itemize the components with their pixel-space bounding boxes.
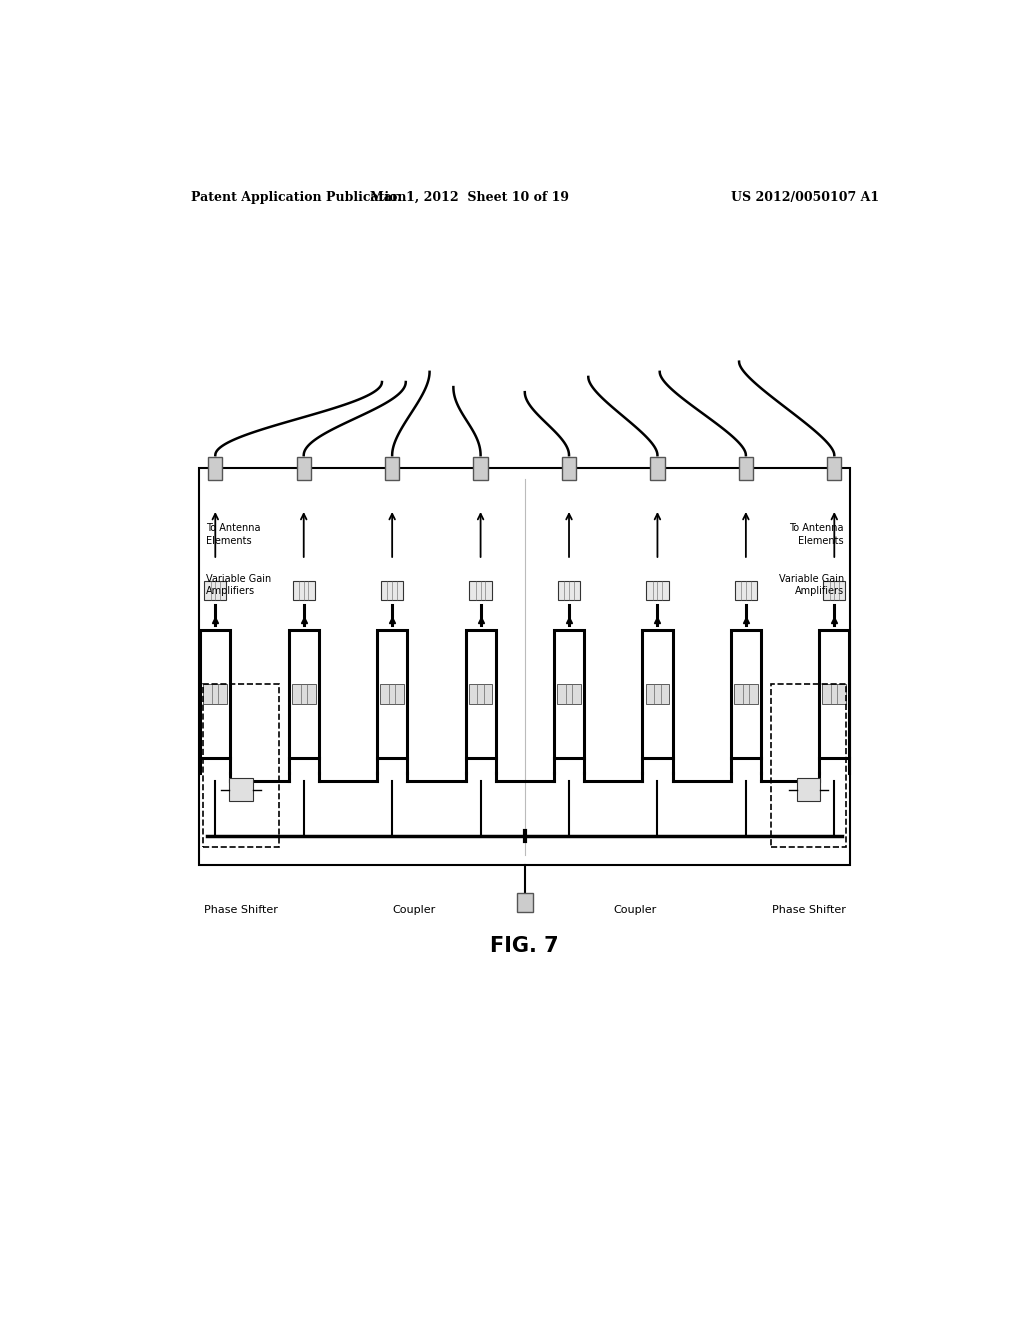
Text: FIG. 7: FIG. 7 [490, 936, 559, 956]
Bar [734, 684, 758, 704]
Bar [823, 581, 846, 599]
Bar [558, 581, 581, 599]
Bar [466, 630, 496, 758]
Bar [554, 630, 584, 758]
Bar [380, 684, 404, 704]
Bar [469, 684, 493, 704]
Bar [377, 630, 408, 758]
Bar [473, 457, 487, 479]
Bar [562, 457, 577, 479]
Bar [822, 684, 846, 704]
Bar [208, 457, 222, 479]
Bar [385, 457, 399, 479]
Bar [289, 630, 318, 758]
Text: US 2012/0050107 A1: US 2012/0050107 A1 [731, 190, 880, 203]
Bar [293, 581, 314, 599]
Text: Variable Gain
Amplifiers: Variable Gain Amplifiers [778, 574, 844, 597]
Text: Patent Application Publication: Patent Application Publication [191, 190, 407, 203]
Bar [650, 457, 665, 479]
Bar [642, 630, 673, 758]
Bar [819, 630, 849, 758]
Bar [204, 581, 226, 599]
Text: Phase Shifter: Phase Shifter [771, 906, 846, 916]
Bar [738, 457, 753, 479]
Bar [200, 469, 850, 865]
Text: Coupler: Coupler [613, 906, 657, 916]
Text: Phase Shifter: Phase Shifter [204, 906, 279, 916]
Bar [381, 581, 403, 599]
Bar [771, 684, 846, 846]
Bar [517, 894, 532, 912]
Bar [292, 684, 315, 704]
Bar [735, 581, 757, 599]
Bar [297, 457, 311, 479]
Text: Variable Gain
Amplifiers: Variable Gain Amplifiers [206, 574, 271, 597]
Text: Coupler: Coupler [392, 906, 436, 916]
Bar [797, 779, 820, 801]
Text: To Antenna
Elements: To Antenna Elements [206, 523, 260, 545]
Bar [827, 457, 842, 479]
Bar [645, 684, 670, 704]
Bar [557, 684, 581, 704]
Bar [646, 581, 669, 599]
Bar [204, 684, 279, 846]
Bar [201, 630, 230, 758]
Bar [204, 684, 227, 704]
Bar [731, 630, 761, 758]
Text: To Antenna
Elements: To Antenna Elements [790, 523, 844, 545]
Bar [469, 581, 492, 599]
Bar [229, 779, 253, 801]
Text: Mar. 1, 2012  Sheet 10 of 19: Mar. 1, 2012 Sheet 10 of 19 [370, 190, 568, 203]
